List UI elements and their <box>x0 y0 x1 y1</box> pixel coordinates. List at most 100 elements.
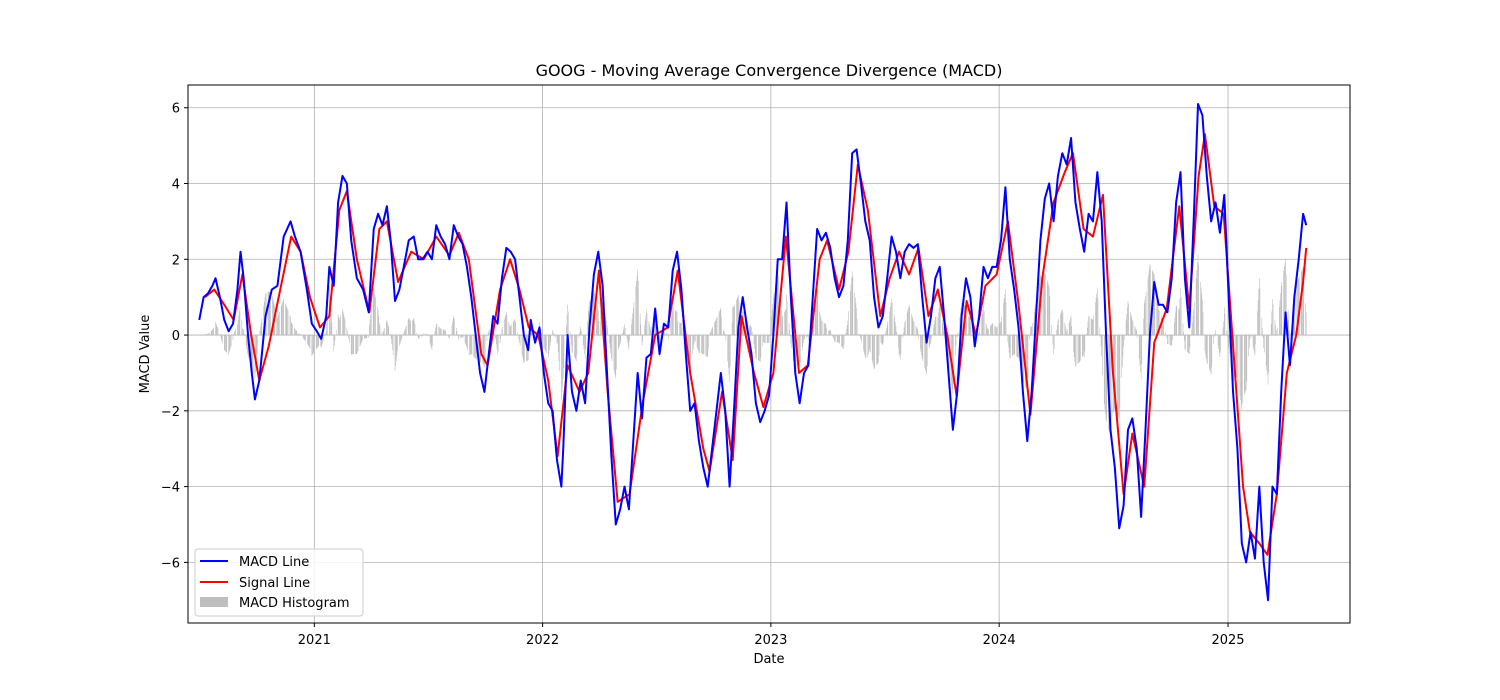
histogram-bar <box>290 322 292 336</box>
histogram-bar <box>720 308 722 336</box>
histogram-bar <box>1224 313 1226 336</box>
histogram-bar <box>1057 320 1059 336</box>
histogram-bar <box>806 335 807 338</box>
histogram-bar <box>382 334 383 336</box>
histogram-bar <box>880 335 882 343</box>
histogram-bar <box>1097 288 1098 336</box>
histogram-bar <box>939 303 941 336</box>
histogram-bar <box>356 335 358 354</box>
histogram-bar <box>855 297 856 336</box>
histogram-bar <box>458 335 460 340</box>
histogram-bar <box>631 324 632 336</box>
histogram-bar <box>382 332 384 336</box>
histogram-bar <box>1118 335 1119 418</box>
histogram-bar <box>881 335 882 344</box>
histogram-bar <box>616 335 617 370</box>
histogram-bar <box>876 335 877 366</box>
histogram-bar <box>978 333 979 336</box>
histogram-bar <box>1075 335 1076 367</box>
histogram-bar <box>744 316 746 336</box>
histogram-bar <box>856 308 857 336</box>
histogram-bar <box>821 321 823 336</box>
histogram-bar <box>250 335 252 367</box>
histogram-bar <box>913 322 915 336</box>
histogram-bar <box>339 317 341 336</box>
histogram-bar <box>1284 266 1285 336</box>
histogram-bar <box>308 335 309 347</box>
histogram-bar <box>832 335 834 337</box>
histogram-bar <box>1261 318 1263 336</box>
histogram-bar <box>1156 294 1158 336</box>
histogram-bar <box>278 313 279 336</box>
histogram-bar <box>1200 282 1201 336</box>
histogram-bar <box>918 335 919 339</box>
histogram-bar <box>891 302 893 336</box>
histogram-bar <box>1031 323 1033 336</box>
histogram-bar <box>688 335 690 367</box>
histogram-bar <box>1026 335 1028 391</box>
histogram-bar <box>561 335 563 393</box>
histogram-bar <box>422 334 424 336</box>
histogram-bar <box>504 319 505 336</box>
histogram-bar <box>1262 335 1264 338</box>
histogram-bar <box>1026 335 1027 390</box>
histogram-bar <box>1134 326 1136 336</box>
histogram-bar <box>781 310 782 336</box>
histogram-bar <box>1135 329 1137 336</box>
histogram-bar <box>350 335 352 355</box>
histogram-bar <box>1145 291 1147 336</box>
histogram-bar <box>545 335 547 352</box>
histogram-bar <box>553 333 555 336</box>
histogram-bar <box>312 335 313 355</box>
histogram-bar <box>771 310 773 336</box>
histogram-bar <box>303 335 304 339</box>
histogram-bar <box>737 296 739 336</box>
histogram-bar <box>260 322 262 336</box>
histogram-bar <box>732 307 734 336</box>
histogram-bar <box>935 316 936 336</box>
histogram-bar <box>872 335 874 364</box>
histogram-bar <box>1074 335 1076 362</box>
histogram-bar <box>215 321 216 336</box>
histogram-bar <box>759 335 761 362</box>
legend-frame <box>194 548 364 617</box>
histogram-bar <box>981 313 983 336</box>
histogram-bar <box>833 335 834 339</box>
histogram-bar <box>926 335 927 375</box>
histogram-bar <box>1132 319 1133 336</box>
histogram-bar <box>432 335 433 347</box>
histogram-bar <box>470 335 471 355</box>
histogram-bar <box>1148 273 1149 336</box>
histogram-bar <box>1210 335 1212 375</box>
histogram-bar <box>1145 296 1146 336</box>
histogram-bar <box>1259 288 1261 336</box>
histogram-bar <box>795 335 797 372</box>
histogram-bar <box>223 335 225 351</box>
histogram-bar <box>299 334 301 336</box>
histogram-bar <box>826 328 827 336</box>
histogram-bar <box>1193 301 1195 336</box>
histogram-bar <box>506 312 507 336</box>
histogram-bar <box>921 335 923 359</box>
histogram-bar <box>922 335 924 361</box>
line-layer <box>198 102 1308 602</box>
histogram-bar <box>723 329 724 336</box>
histogram-bar <box>1130 314 1132 336</box>
histogram-bar <box>1143 318 1144 336</box>
histogram-bar <box>727 335 729 362</box>
histogram-bar <box>584 335 585 354</box>
histogram-bar <box>559 335 560 372</box>
histogram-bar <box>1115 335 1116 410</box>
histogram-bar <box>343 314 345 336</box>
histogram-bar <box>217 327 218 336</box>
tick-layer: −6 −4 −2 0 2 4 6 2021 2022 2023 2024 2025 <box>161 102 1245 648</box>
histogram-bar <box>287 310 289 336</box>
histogram-bar <box>723 331 725 336</box>
histogram-bar <box>920 335 922 353</box>
histogram-bar <box>405 325 407 336</box>
histogram-bar <box>1222 327 1224 336</box>
histogram-bar <box>435 323 437 336</box>
histogram-bar <box>1000 322 1001 336</box>
histogram-bar <box>1211 335 1213 367</box>
histogram-bar <box>1222 333 1223 336</box>
